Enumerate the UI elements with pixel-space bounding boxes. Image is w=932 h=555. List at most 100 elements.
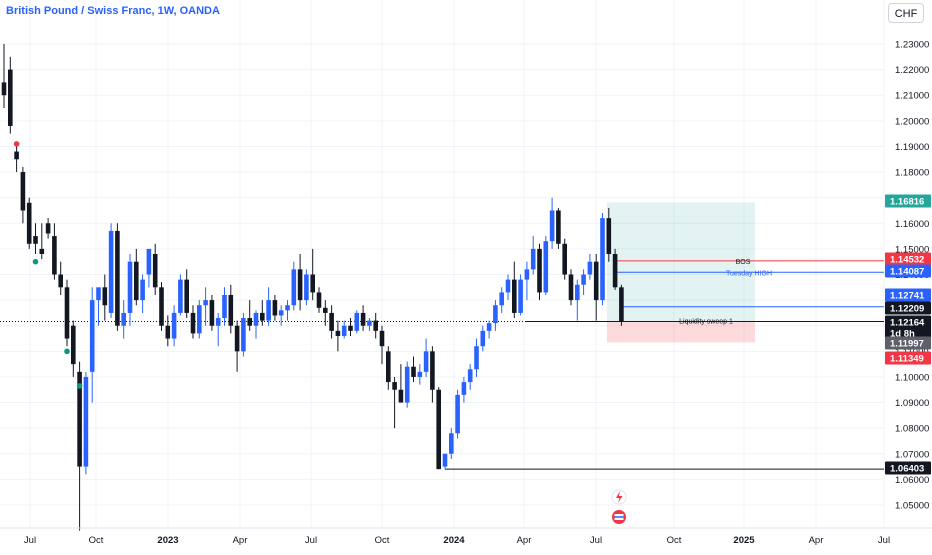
price-label-countdown[interactable]	[885, 326, 931, 340]
candle-body[interactable]	[360, 312, 366, 326]
candle-body[interactable]	[241, 318, 246, 352]
candle-body[interactable]	[140, 279, 145, 301]
price-label-level-12741[interactable]	[885, 288, 931, 302]
candle-body[interactable]	[71, 325, 76, 365]
candle-body[interactable]	[304, 274, 309, 301]
candle-body[interactable]	[83, 376, 89, 467]
candle-body[interactable]	[486, 323, 492, 331]
candle-body[interactable]	[228, 294, 234, 326]
price-label-stop[interactable]	[885, 351, 931, 365]
candle-body[interactable]	[568, 274, 574, 301]
candle-body[interactable]	[518, 279, 523, 313]
candle-body[interactable]	[348, 325, 353, 331]
candle-body[interactable]	[209, 300, 215, 326]
position-target-zone[interactable]	[607, 202, 755, 322]
candle-body[interactable]	[619, 287, 624, 322]
candle-body[interactable]	[423, 351, 429, 372]
candle-body[interactable]	[493, 305, 498, 324]
candle-body[interactable]	[430, 351, 435, 390]
candle-body[interactable]	[121, 312, 126, 326]
price-label-current-price[interactable]	[885, 301, 931, 315]
candle-body[interactable]	[197, 305, 202, 334]
candle-body[interactable]	[474, 346, 479, 370]
candle-body[interactable]	[404, 366, 410, 403]
candle-body[interactable]	[354, 312, 360, 331]
candle-body[interactable]	[64, 287, 70, 339]
price-label-sweep[interactable]	[885, 315, 931, 329]
candle-body[interactable]	[417, 371, 423, 377]
price-label-target[interactable]	[885, 194, 931, 208]
candle-body[interactable]	[266, 300, 271, 321]
candle-body[interactable]	[549, 210, 555, 242]
candle-body[interactable]	[581, 274, 586, 285]
candle-body[interactable]	[278, 310, 284, 316]
candle-body[interactable]	[171, 312, 177, 339]
candle-body[interactable]	[461, 382, 467, 395]
candle-body[interactable]	[455, 394, 460, 434]
candle-body[interactable]	[178, 279, 183, 313]
candle-body[interactable]	[253, 312, 259, 326]
price-label-tuesday-high[interactable]	[885, 264, 931, 278]
candle-body[interactable]	[134, 261, 139, 301]
candle-body[interactable]	[512, 279, 517, 313]
candle-body[interactable]	[329, 312, 334, 331]
candle-body[interactable]	[530, 248, 536, 270]
price-label-stop-level[interactable]	[885, 336, 931, 350]
candle-body[interactable]	[33, 236, 38, 244]
candle-body[interactable]	[367, 320, 372, 326]
candle-body[interactable]	[341, 325, 347, 336]
candle-body[interactable]	[159, 287, 164, 326]
candle-body[interactable]	[215, 318, 221, 326]
candle-body[interactable]	[234, 325, 240, 352]
candle-body[interactable]	[26, 202, 32, 244]
price-label-low[interactable]	[885, 461, 931, 475]
candle-body[interactable]	[20, 172, 26, 211]
candle-body[interactable]	[102, 287, 108, 306]
candle-body[interactable]	[39, 248, 45, 255]
candle-body[interactable]	[562, 243, 567, 275]
candle-body[interactable]	[108, 230, 114, 313]
candle-body[interactable]	[373, 320, 378, 331]
candle-body[interactable]	[392, 382, 397, 390]
candle-body[interactable]	[152, 254, 158, 288]
candle-body[interactable]	[379, 330, 385, 347]
candle-body[interactable]	[52, 236, 57, 275]
candle-body[interactable]	[467, 369, 473, 383]
price-label-bos[interactable]	[885, 252, 931, 266]
candle-body[interactable]	[14, 151, 19, 160]
candle-body[interactable]	[436, 389, 441, 470]
candle-body[interactable]	[222, 294, 227, 319]
candle-body[interactable]	[310, 274, 315, 293]
candle-body[interactable]	[190, 312, 196, 334]
candle-body[interactable]	[58, 274, 63, 288]
candle-body[interactable]	[316, 292, 322, 308]
candle-body[interactable]	[593, 261, 599, 301]
candle-body[interactable]	[203, 300, 208, 306]
candle-body[interactable]	[587, 261, 593, 275]
candle-body[interactable]	[480, 330, 486, 347]
candle-body[interactable]	[165, 325, 171, 339]
candle-body[interactable]	[247, 318, 252, 326]
candle-body[interactable]	[442, 453, 448, 467]
candle-body[interactable]	[96, 287, 101, 301]
candle-body[interactable]	[184, 279, 189, 313]
candle-body[interactable]	[537, 248, 542, 293]
candle-body[interactable]	[8, 69, 13, 126]
position-stop-zone[interactable]	[607, 321, 755, 343]
candle-body[interactable]	[45, 223, 51, 234]
candle-body[interactable]	[115, 230, 120, 326]
currency-button[interactable]: CHF	[888, 3, 924, 23]
candle-body[interactable]	[499, 292, 504, 306]
candle-body[interactable]	[505, 279, 511, 293]
candle-body[interactable]	[556, 210, 561, 244]
candle-body[interactable]	[323, 307, 328, 313]
candle-body[interactable]	[575, 284, 580, 301]
candle-body[interactable]	[127, 261, 133, 313]
candle-body[interactable]	[260, 312, 265, 321]
candle-body[interactable]	[335, 330, 341, 336]
candle-body[interactable]	[600, 218, 605, 301]
candle-body[interactable]	[89, 300, 95, 372]
candle-body[interactable]	[398, 389, 404, 403]
